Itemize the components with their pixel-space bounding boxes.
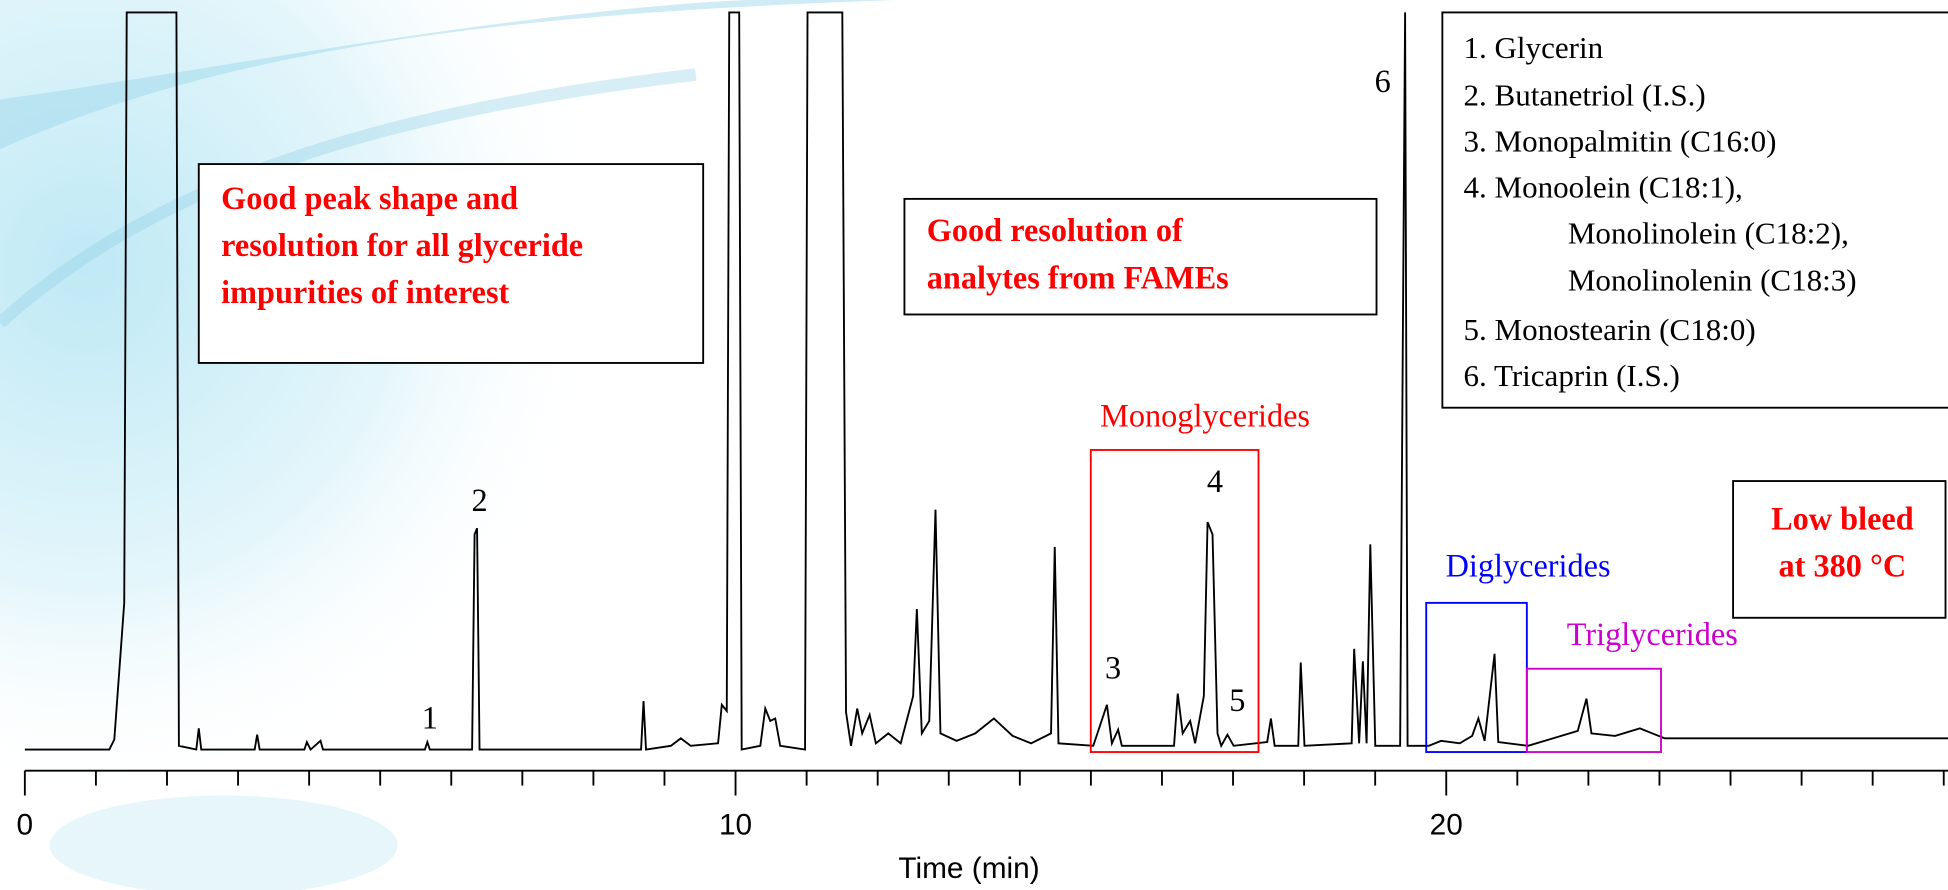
peak-label: 6 <box>1375 63 1391 99</box>
legend-item: 3. Monopalmitin (C16:0) <box>1463 123 1776 158</box>
legend-item: 4. Monoolein (C18:1), <box>1463 169 1742 204</box>
annotation-text: Low bleed <box>1771 500 1914 536</box>
annotation-box <box>197 163 705 364</box>
region-box <box>1089 449 1260 753</box>
chromatogram-trace <box>24 11 1948 752</box>
annotation-text: resolution for all glyceride <box>221 227 583 263</box>
annotation-text: Good resolution of <box>927 212 1184 248</box>
annotation-box <box>1732 480 1947 619</box>
legend-item: Monolinolenin (C18:3) <box>1568 263 1857 298</box>
background-swirl <box>49 795 398 890</box>
legend-item: 5. Monostearin (C18:0) <box>1463 312 1755 347</box>
annotation-text: Good peak shape and <box>221 180 518 216</box>
background-glow <box>0 0 870 890</box>
legend-item: Monolinolein (C18:2), <box>1568 215 1849 250</box>
annotation-text: analytes from FAMEs <box>927 259 1229 295</box>
region-box <box>1425 601 1528 753</box>
x-axis-label: Time (min) <box>898 852 1039 885</box>
legend-item: 1. Glycerin <box>1463 30 1603 65</box>
region-box <box>1525 667 1662 753</box>
region-label: Monoglycerides <box>1100 397 1310 433</box>
x-tick-label: 10 <box>719 808 752 841</box>
legend-box <box>1441 11 1948 409</box>
legend-item: 2. Butanetriol (I.S.) <box>1463 77 1705 112</box>
background-swirl <box>0 0 895 150</box>
peak-label: 1 <box>422 699 438 735</box>
background-swirl <box>0 68 697 328</box>
annotation-text: at 380 °C <box>1779 548 1907 584</box>
x-tick-label: 0 <box>17 808 34 841</box>
x-tick-label: 20 <box>1430 808 1463 841</box>
peak-label: 2 <box>471 482 487 518</box>
peak-label: 5 <box>1229 682 1245 718</box>
region-label: Diglycerides <box>1446 548 1611 584</box>
legend-item: 6. Tricaprin (I.S.) <box>1463 358 1679 393</box>
annotation-text: impurities of interest <box>221 274 509 310</box>
region-label: Triglycerides <box>1567 616 1738 652</box>
annotation-box <box>903 197 1378 316</box>
peak-label: 3 <box>1105 650 1121 686</box>
peak-label: 4 <box>1207 463 1223 499</box>
